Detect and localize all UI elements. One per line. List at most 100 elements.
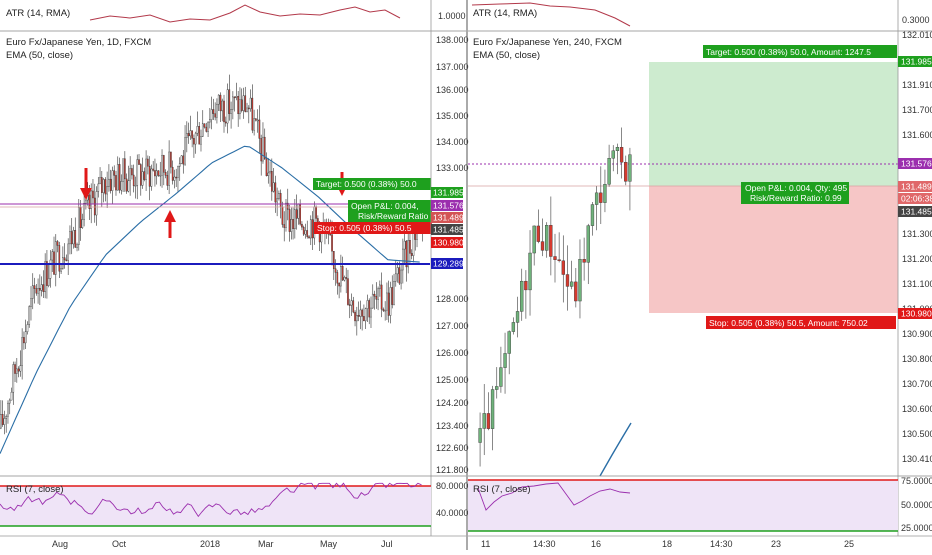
right-pane[interactable]: ATR (14, RMA) 0.3000 Target: 0.500 (0.38… bbox=[468, 0, 932, 549]
left-candle-body bbox=[343, 277, 346, 281]
left-candle-body bbox=[44, 261, 46, 293]
left-candle-body bbox=[8, 399, 11, 404]
right-candle-body bbox=[565, 274, 570, 287]
left-candle-body bbox=[371, 293, 374, 309]
right-tag-entry bbox=[898, 158, 932, 169]
left-candle-body bbox=[216, 103, 218, 118]
right-candle-body bbox=[557, 259, 561, 261]
left-candle-body bbox=[221, 100, 224, 112]
right-stop-label: Stop: 0.505 (0.38%) 50.5, Amount: 750.02 bbox=[709, 318, 868, 328]
right-candle-body bbox=[582, 259, 586, 263]
left-price-tick: 137.000 bbox=[436, 62, 469, 72]
left-candle-body bbox=[267, 172, 270, 177]
left-candle-body bbox=[269, 170, 271, 174]
right-tag-entry-text: 131.576 bbox=[901, 159, 932, 169]
left-candle-body bbox=[244, 95, 247, 112]
left-candle-body bbox=[290, 219, 293, 232]
left-candle-body bbox=[35, 288, 38, 294]
right-candle-body bbox=[528, 252, 532, 291]
left-candle-body bbox=[14, 364, 16, 374]
left-candle-body bbox=[309, 219, 312, 239]
left-candle-body bbox=[16, 368, 18, 374]
right-candle-body bbox=[561, 260, 565, 275]
left-candle-body bbox=[400, 269, 402, 284]
left-candle-body bbox=[189, 130, 192, 137]
left-candle-body bbox=[76, 244, 78, 248]
left-candle-body bbox=[173, 176, 176, 181]
left-candle-body bbox=[127, 180, 130, 192]
left-candle-body bbox=[90, 190, 93, 209]
left-candle-body bbox=[102, 179, 105, 193]
left-candle-body bbox=[106, 186, 108, 195]
left-candle-body bbox=[85, 199, 87, 204]
right-x-label: 23 bbox=[771, 539, 781, 549]
left-stop-badge[interactable] bbox=[314, 222, 432, 234]
left-target-badge[interactable] bbox=[313, 178, 431, 190]
left-x-label: Oct bbox=[112, 539, 127, 549]
left-pnl-badge[interactable] bbox=[348, 200, 432, 222]
left-candle-body bbox=[187, 133, 190, 137]
left-candle-body bbox=[124, 158, 126, 180]
left-candle-body bbox=[223, 100, 225, 123]
right-loss-zone[interactable] bbox=[649, 186, 898, 313]
left-candle-body bbox=[74, 230, 77, 248]
left-candle-body bbox=[111, 170, 114, 191]
left-candle-body bbox=[228, 89, 231, 114]
left-tag-entry-text: 131.576 bbox=[433, 201, 464, 211]
left-candle-body bbox=[285, 202, 287, 228]
left-pnl-label: Open P&L: 0.004, bbox=[351, 201, 419, 211]
left-candle-body bbox=[30, 298, 32, 307]
left-candle-body bbox=[161, 155, 163, 176]
left-candle-body bbox=[46, 261, 48, 286]
left-candle-body bbox=[203, 123, 206, 128]
right-atr-label: ATR (14, RMA) bbox=[473, 8, 537, 19]
left-candle-body bbox=[403, 240, 406, 250]
right-rsi-label: RSI (7, close) bbox=[473, 484, 531, 495]
left-candle-body bbox=[251, 97, 254, 131]
left-candle-body bbox=[10, 391, 13, 401]
left-rsi-tick-40: 40.0000 bbox=[436, 508, 469, 518]
left-candle-body bbox=[12, 364, 15, 393]
left-candle-body bbox=[274, 182, 277, 203]
right-rsi-tick-25: 25.0000 bbox=[901, 523, 932, 533]
right-pnl-badge[interactable] bbox=[741, 182, 849, 204]
left-candle-body bbox=[42, 284, 45, 293]
left-target-label: Target: 0.500 (0.38%) 50.0 bbox=[316, 179, 417, 189]
left-candle-body bbox=[226, 89, 229, 124]
left-candle-body bbox=[129, 168, 131, 181]
left-price-tick: 126.000 bbox=[436, 348, 469, 358]
left-candle-body bbox=[237, 95, 239, 115]
left-candle-body bbox=[1, 414, 4, 425]
right-target-badge[interactable] bbox=[703, 45, 897, 58]
left-candle-body bbox=[131, 168, 133, 176]
left-candle-body bbox=[363, 316, 365, 322]
left-candle-body bbox=[306, 230, 309, 237]
left-candle-body bbox=[246, 107, 248, 112]
right-profit-zone[interactable] bbox=[649, 62, 898, 186]
left-candle-body bbox=[67, 243, 69, 261]
left-atr-label: ATR (14, RMA) bbox=[6, 8, 70, 19]
left-x-label: Jul bbox=[381, 539, 393, 549]
right-stop-badge[interactable] bbox=[706, 316, 896, 329]
right-x-label: 25 bbox=[844, 539, 854, 549]
left-candle-body bbox=[271, 170, 273, 192]
left-atr-line bbox=[89, 4, 401, 23]
right-tag-target bbox=[898, 56, 932, 67]
left-candle-body bbox=[81, 219, 84, 229]
right-candle-body bbox=[524, 280, 528, 291]
left-candle-body bbox=[207, 121, 209, 132]
right-price-tick: 130.600 bbox=[902, 404, 932, 414]
left-candle-body bbox=[37, 288, 39, 294]
right-price-ticks: 132.010 131.910 131.700 131.600 131.300 131.2… bbox=[902, 30, 932, 464]
left-candle-body bbox=[384, 309, 386, 312]
left-candle-body bbox=[0, 414, 2, 429]
left-pane[interactable]: ATR (14, RMA) 1.0000 Target: 0.500 (0.38… bbox=[0, 0, 469, 549]
left-candle-body bbox=[279, 193, 282, 208]
left-candle-body bbox=[286, 202, 289, 210]
right-tag-entry-price bbox=[898, 181, 932, 192]
right-candle-body bbox=[553, 256, 557, 260]
right-ema-line bbox=[599, 422, 632, 477]
left-candle-body bbox=[40, 284, 43, 291]
left-candle-body bbox=[219, 94, 222, 112]
